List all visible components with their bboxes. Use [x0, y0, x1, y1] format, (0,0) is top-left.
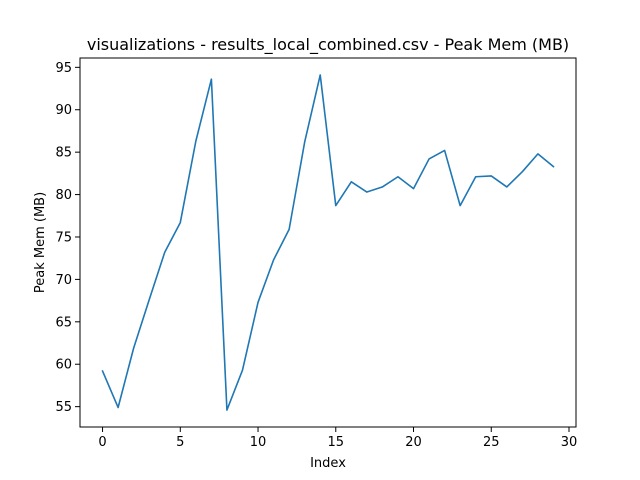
x-tick-label: 10	[250, 435, 267, 450]
y-tick-label: 60	[55, 358, 72, 373]
y-tick-label: 95	[55, 61, 72, 76]
axes-frame	[79, 57, 577, 428]
y-tick-label: 85	[55, 146, 72, 161]
y-tick-label: 70	[55, 273, 72, 288]
ticks-layer: 0 5 10 15 20 25 30 55 60 65 70 75 80 85 90 95	[55, 61, 577, 450]
x-tick-label: 30	[561, 435, 578, 450]
y-tick-label: 55	[55, 400, 72, 415]
x-tick-label: 20	[405, 435, 422, 450]
y-tick-label: 80	[55, 188, 72, 203]
x-tick-label: 5	[176, 435, 184, 450]
plot-layer	[101, 74, 555, 411]
x-tick-label: 0	[98, 435, 106, 450]
x-tick-label: 15	[328, 435, 345, 450]
chart-title: visualizations - results_local_combined.…	[87, 35, 569, 55]
y-tick-label: 65	[55, 315, 72, 330]
series-line	[101, 74, 555, 411]
y-tick-label: 90	[55, 103, 72, 118]
x-axis-label: Index	[310, 456, 346, 471]
x-tick-label: 25	[483, 435, 500, 450]
y-tick-label: 75	[55, 230, 72, 245]
y-axis-label: Peak Mem (MB)	[33, 192, 48, 293]
